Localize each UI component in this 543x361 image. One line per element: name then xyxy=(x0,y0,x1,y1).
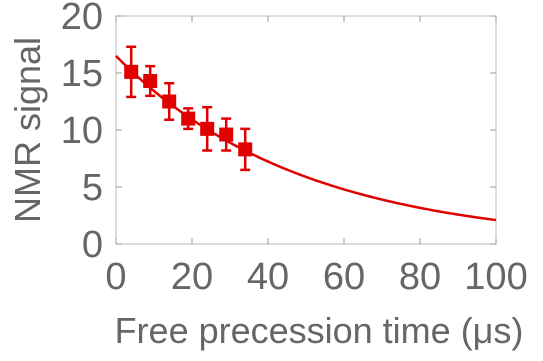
y-axis-label: NMR signal xyxy=(7,37,48,223)
data-points xyxy=(124,45,253,172)
point-marker xyxy=(162,94,177,109)
point-marker xyxy=(143,73,158,88)
data-point xyxy=(162,82,177,121)
y-tick-label: 5 xyxy=(82,167,103,209)
data-point xyxy=(181,107,196,131)
x-tick-label: 100 xyxy=(464,256,527,298)
plot-frame xyxy=(115,15,497,245)
point-marker xyxy=(219,127,234,142)
x-tick-label: 60 xyxy=(323,256,365,298)
x-tick-label: 40 xyxy=(247,256,289,298)
fit-curve xyxy=(115,55,497,222)
x-tick-label: 80 xyxy=(399,256,441,298)
data-point xyxy=(219,117,234,152)
tick-labels: 0 20 40 60 80 100 0 5 10 15 20 xyxy=(61,0,528,298)
data-point xyxy=(238,127,253,172)
y-tick-label: 15 xyxy=(61,53,103,95)
point-marker xyxy=(181,111,196,126)
point-marker xyxy=(238,142,253,157)
point-marker xyxy=(200,121,215,136)
y-tick-label: 10 xyxy=(61,110,103,152)
x-tick-label: 0 xyxy=(105,256,126,298)
point-marker xyxy=(124,64,139,79)
data-point xyxy=(143,64,158,98)
data-point xyxy=(124,45,139,99)
x-tick-label: 20 xyxy=(171,256,213,298)
data-point xyxy=(200,105,215,152)
fit-layer xyxy=(115,55,497,222)
y-tick-label: 0 xyxy=(82,224,103,266)
y-tick-label: 20 xyxy=(61,0,103,38)
x-axis-label: Free precession time (μs) xyxy=(115,310,524,351)
